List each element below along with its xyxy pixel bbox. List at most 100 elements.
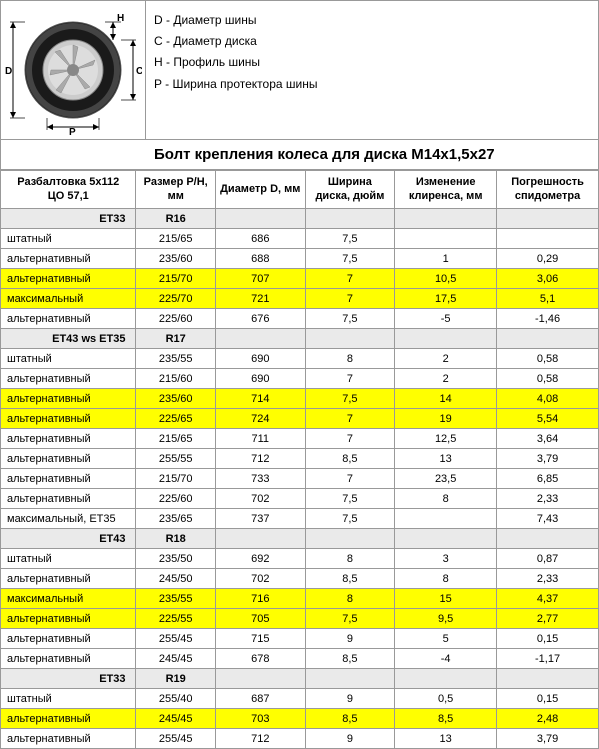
table-row: альтернативный215/70733723,56,85 [1, 469, 599, 489]
row-diameter: 733 [215, 469, 305, 489]
row-clearance [395, 509, 497, 529]
row-speedo: 3,06 [497, 269, 599, 289]
row-width: 7,5 [305, 489, 395, 509]
row-size: 245/50 [136, 569, 215, 589]
row-width: 7,5 [305, 249, 395, 269]
row-clearance: -5 [395, 309, 497, 329]
table-row: максимальный235/557168154,37 [1, 589, 599, 609]
table-row: ET33R16 [1, 209, 599, 229]
row-size: 225/70 [136, 289, 215, 309]
row-label: альтернативный [1, 469, 136, 489]
table-row: альтернативный235/606887,510,29 [1, 249, 599, 269]
row-width: 7 [305, 469, 395, 489]
row-label: альтернативный [1, 629, 136, 649]
table-body: ET33R16штатный215/656867,5альтернативный… [1, 209, 599, 749]
row-diameter: 702 [215, 569, 305, 589]
row-size: 235/65 [136, 509, 215, 529]
table-row: штатный215/656867,5 [1, 229, 599, 249]
table-row: альтернативный245/457038,58,52,48 [1, 709, 599, 729]
tire-diagram-cell: D C H P [1, 1, 146, 139]
row-label: штатный [1, 549, 136, 569]
table-row: альтернативный255/45715950,15 [1, 629, 599, 649]
row-diameter: 711 [215, 429, 305, 449]
row-clearance: 17,5 [395, 289, 497, 309]
row-diameter: 703 [215, 709, 305, 729]
row-width: 7 [305, 369, 395, 389]
row-width: 8,5 [305, 649, 395, 669]
row-label: альтернативный [1, 649, 136, 669]
table-row: альтернативный215/70707710,53,06 [1, 269, 599, 289]
row-label: штатный [1, 689, 136, 709]
row-width: 8 [305, 589, 395, 609]
row-clearance: 0,5 [395, 689, 497, 709]
row-clearance: 8 [395, 569, 497, 589]
row-clearance: 23,5 [395, 469, 497, 489]
legend-h: H - Профиль шины [154, 53, 590, 72]
row-speedo: 2,33 [497, 489, 599, 509]
row-label: альтернативный [1, 429, 136, 449]
row-speedo: 0,29 [497, 249, 599, 269]
row-size: 215/60 [136, 369, 215, 389]
row-clearance: 10,5 [395, 269, 497, 289]
row-size: 255/45 [136, 629, 215, 649]
th-razbaltovka: Разбалтовка 5х112 ЦО 57,1 [1, 171, 136, 209]
row-speedo: 5,54 [497, 409, 599, 429]
row-width: 7,5 [305, 389, 395, 409]
table-row: альтернативный215/60690720,58 [1, 369, 599, 389]
row-width: 7 [305, 269, 395, 289]
row-diameter: 690 [215, 369, 305, 389]
table-row: ET43R18 [1, 529, 599, 549]
th-clearance: Изменение клиренса, мм [395, 171, 497, 209]
row-width: 8,5 [305, 569, 395, 589]
row-size: 215/70 [136, 469, 215, 489]
row-width: 7 [305, 429, 395, 449]
row-speedo: 0,15 [497, 629, 599, 649]
row-speedo: 3,79 [497, 729, 599, 749]
svg-text:C: C [136, 66, 142, 77]
row-size: 255/55 [136, 449, 215, 469]
row-diameter: 686 [215, 229, 305, 249]
table-row: максимальный225/70721717,55,1 [1, 289, 599, 309]
row-label: альтернативный [1, 489, 136, 509]
row-diameter: 688 [215, 249, 305, 269]
row-clearance: 12,5 [395, 429, 497, 449]
row-speedo: 0,15 [497, 689, 599, 709]
table-row: альтернативный255/457129133,79 [1, 729, 599, 749]
th-speedo: Погрешность спидометра [497, 171, 599, 209]
row-diameter: 712 [215, 449, 305, 469]
row-width: 7,5 [305, 509, 395, 529]
row-size: 245/45 [136, 709, 215, 729]
row-diameter: 690 [215, 349, 305, 369]
th-diameter: Диаметр D, мм [215, 171, 305, 209]
row-diameter: 678 [215, 649, 305, 669]
section-et: ET33 [1, 209, 136, 229]
row-speedo: 4,08 [497, 389, 599, 409]
row-clearance: 19 [395, 409, 497, 429]
row-width: 7 [305, 409, 395, 429]
row-label: максимальный [1, 589, 136, 609]
section-et: ET33 [1, 669, 136, 689]
row-diameter: 737 [215, 509, 305, 529]
row-width: 8 [305, 349, 395, 369]
row-width: 8 [305, 549, 395, 569]
table-row: альтернативный245/456788,5-4-1,17 [1, 649, 599, 669]
row-speedo: 4,37 [497, 589, 599, 609]
row-label: максимальный, ET35 [1, 509, 136, 529]
table-row: ET33R19 [1, 669, 599, 689]
row-size: 225/65 [136, 409, 215, 429]
table-row: альтернативный235/607147,5144,08 [1, 389, 599, 409]
row-label: альтернативный [1, 389, 136, 409]
row-width: 8,5 [305, 709, 395, 729]
table-row: альтернативный245/507028,582,33 [1, 569, 599, 589]
row-diameter: 687 [215, 689, 305, 709]
section-rim: R19 [136, 669, 215, 689]
row-speedo: 2,48 [497, 709, 599, 729]
row-speedo: 7,43 [497, 509, 599, 529]
tire-diagram: D C H P [5, 5, 142, 135]
table-row: альтернативный215/65711712,53,64 [1, 429, 599, 449]
legend-cell: D - Диаметр шины C - Диаметр диска H - П… [146, 1, 598, 139]
svg-text:H: H [117, 13, 124, 24]
row-label: альтернативный [1, 569, 136, 589]
row-label: штатный [1, 229, 136, 249]
row-speedo: 5,1 [497, 289, 599, 309]
